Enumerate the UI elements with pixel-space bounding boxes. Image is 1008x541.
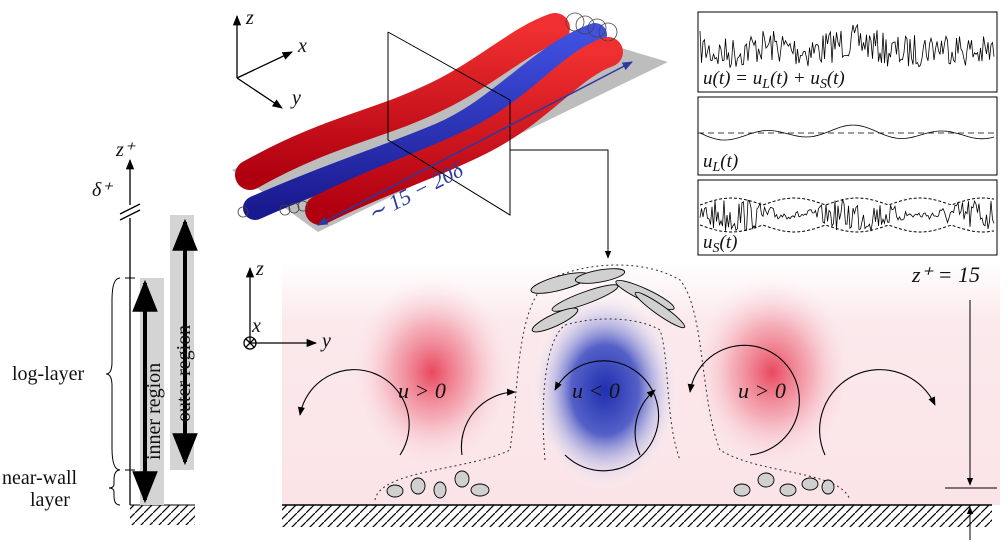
signal-panels [698,12,997,255]
wall [282,505,992,527]
brace [109,470,120,505]
brace [106,278,120,470]
near-wall-label: layer [30,489,70,511]
log-layer-label: log-layer [12,363,85,385]
envelope [700,225,994,232]
delta-label: δ⁺ [92,179,113,201]
near-wall-label: near-wall [2,467,78,489]
region-label: u > 0 [398,378,446,403]
height-label: z⁺ = 15 [911,262,980,287]
envelope [700,198,994,205]
slice-arrow [510,150,608,258]
signal-label: uL(t) [703,151,738,175]
break-mark [120,204,140,214]
signal-trace [700,125,994,140]
diagram: z⁺ δ⁺ log-layer near-wall layer inner re… [0,0,1008,541]
outer-label: outer region [173,325,195,422]
axes-3d [237,16,292,108]
axis-label: y [290,87,301,109]
high-speed-region [352,277,512,467]
signal-label: u(t) = uL(t) + uS(t) [703,68,845,92]
region-label: u < 0 [572,378,620,403]
high-speed-region [692,277,852,467]
signal-trace [700,25,994,68]
axis-label: z [245,7,254,29]
profile-axis-label: z⁺ [115,139,136,161]
cross-section [282,262,1000,540]
region-label: u > 0 [738,378,786,403]
inner-label: inner region [143,363,165,460]
axis-label: z [255,258,264,280]
wall [130,505,195,525]
signal-label: uS(t) [703,232,737,256]
axis-label: x [297,35,307,57]
axis-label: y [320,330,331,352]
axis-label: x [251,315,261,337]
